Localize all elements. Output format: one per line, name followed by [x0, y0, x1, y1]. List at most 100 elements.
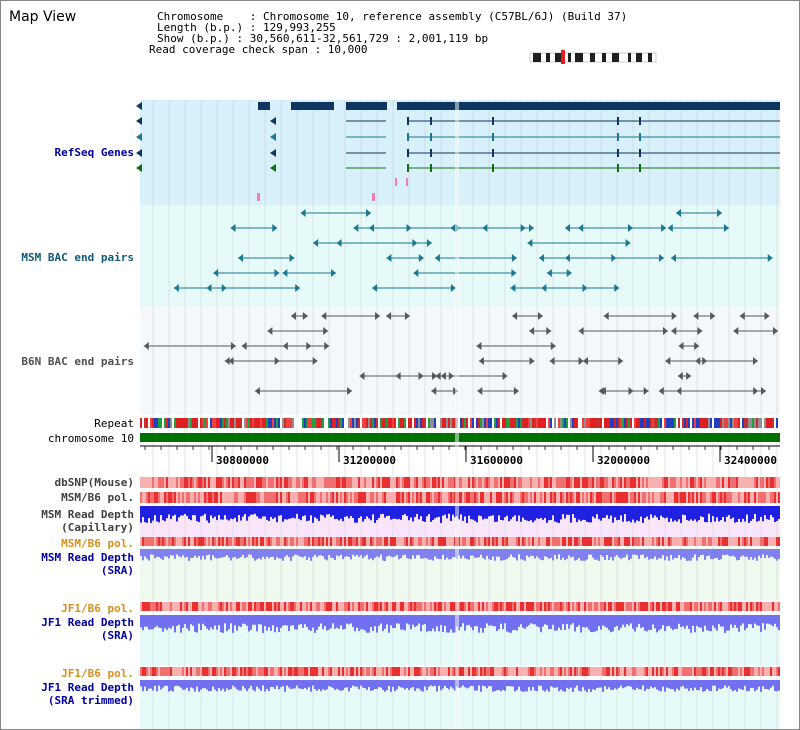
- depth-bar: [640, 615, 642, 628]
- polymorphism-cell: [266, 492, 268, 503]
- depth-bar: [722, 680, 724, 689]
- polymorphism-cell: [442, 602, 444, 611]
- repeat-segment: [242, 418, 244, 428]
- depth-bar: [182, 506, 184, 516]
- jf1-b6-pol-label[interactable]: JF1/B6 pol.: [61, 602, 134, 615]
- dbsnp-label[interactable]: dbSNP(Mouse): [54, 476, 134, 489]
- polymorphism-cell: [304, 602, 306, 611]
- polymorphism-cell: [270, 492, 272, 503]
- b6n-bac-label[interactable]: B6N BAC end pairs: [21, 355, 134, 368]
- msm-b6-pol-2-label[interactable]: MSM/B6 pol.: [61, 537, 134, 550]
- polymorphism-cell: [564, 602, 566, 611]
- polymorphism-cell: [356, 537, 358, 546]
- repeat-segment: [772, 418, 774, 428]
- depth-bar: [676, 615, 678, 629]
- polymorphism-cell: [334, 537, 336, 546]
- polymorphism-cell: [530, 667, 532, 676]
- polymorphism-cell: [738, 667, 740, 676]
- refseq-genes-track[interactable]: [136, 102, 780, 201]
- polymorphism-cell: [274, 602, 276, 611]
- depth-bar: [648, 615, 650, 630]
- depth-bar: [190, 680, 192, 688]
- depth-bar: [348, 506, 350, 519]
- polymorphism-cell: [420, 477, 422, 488]
- depth-bar: [438, 680, 440, 686]
- msm-bac-track[interactable]: [173, 209, 773, 292]
- depth-bar: [140, 506, 142, 523]
- jf1-b6-pol-2-label[interactable]: JF1/B6 pol.: [61, 667, 134, 680]
- repeat-segment: [486, 418, 488, 428]
- polymorphism-cell: [436, 602, 438, 611]
- polymorphism-cell: [448, 537, 450, 546]
- polymorphism-cell: [200, 537, 202, 546]
- refseq-genes-label[interactable]: RefSeq Genes: [54, 146, 134, 159]
- polymorphism-cell: [700, 602, 702, 611]
- depth-bar: [362, 680, 364, 688]
- b6n-bac-pair-head-left: [677, 372, 683, 380]
- depth-bar: [258, 680, 260, 689]
- depth-bar: [416, 549, 418, 556]
- polymorphism-cell: [164, 537, 166, 546]
- msm-b6-pol-label[interactable]: MSM/B6 pol.: [61, 491, 134, 504]
- repeat-segment: [506, 418, 508, 428]
- depth-bar: [528, 506, 530, 522]
- polymorphism-cell: [206, 492, 208, 503]
- polymorphism-cell: [332, 537, 334, 546]
- depth-bar: [756, 680, 758, 690]
- depth-bar: [196, 615, 198, 633]
- polymorphism-cell: [770, 477, 772, 488]
- repeat-segment: [776, 418, 778, 428]
- depth-bar: [672, 549, 674, 560]
- polymorphism-cell: [708, 602, 710, 611]
- depth-bar: [720, 506, 722, 521]
- repeat-segment: [254, 418, 256, 428]
- msm-bac-pair-head-left: [386, 254, 392, 262]
- b6n-bac-pair-head-right: [323, 327, 329, 335]
- depth-bar: [614, 680, 616, 689]
- depth-bar: [468, 506, 470, 516]
- polymorphism-cell: [562, 667, 564, 676]
- polymorphism-cell: [672, 602, 674, 611]
- depth-bar: [254, 680, 256, 692]
- msm-depth-capillary-label[interactable]: MSM Read Depth: [41, 508, 134, 521]
- polymorphism-cell: [296, 537, 298, 546]
- depth-bar: [212, 615, 214, 630]
- polymorphism-cell: [202, 602, 204, 611]
- chromosome-ideogram[interactable]: [529, 50, 657, 64]
- polymorphism-cell: [346, 492, 348, 503]
- depth-bar: [432, 615, 434, 629]
- jf1-depth-sra-label[interactable]: JF1 Read Depth: [41, 616, 134, 629]
- b6n-bac-track[interactable]: [143, 312, 778, 395]
- read-depth-tracks[interactable]: [140, 506, 780, 692]
- polymorphism-cell: [526, 492, 528, 503]
- depth-bar: [260, 549, 262, 560]
- polymorphism-cell: [162, 667, 164, 676]
- polymorphism-cell: [220, 537, 222, 546]
- msm-depth-sra-label[interactable]: MSM Read Depth: [41, 551, 134, 564]
- depth-bar: [626, 680, 628, 687]
- polymorphism-cell: [338, 492, 340, 503]
- polymorphism-cell: [472, 667, 474, 676]
- polymorphism-cell: [702, 492, 704, 503]
- polymorphism-cell: [166, 667, 168, 676]
- polymorphism-cell: [506, 667, 508, 676]
- polymorphism-cell: [196, 602, 198, 611]
- repeat-track[interactable]: [140, 418, 780, 428]
- polymorphism-cell: [228, 602, 230, 611]
- repeat-segment: [480, 418, 482, 428]
- polymorphism-cell: [716, 537, 718, 546]
- msm-bac-label[interactable]: MSM BAC end pairs: [21, 251, 134, 264]
- depth-bar: [186, 506, 188, 516]
- depth-bar: [240, 506, 242, 521]
- polymorphism-cell: [478, 602, 480, 611]
- depth-bar: [324, 680, 326, 691]
- depth-bar: [346, 615, 348, 624]
- repeat-label[interactable]: Repeat: [94, 417, 134, 430]
- depth-bar: [352, 680, 354, 686]
- repeat-segment: [638, 418, 640, 428]
- depth-bar: [544, 680, 546, 692]
- jf1-depth-trimmed-label[interactable]: JF1 Read Depth: [41, 681, 134, 694]
- depth-bar: [336, 680, 338, 689]
- b6n-bac-pair-head-left: [549, 357, 555, 365]
